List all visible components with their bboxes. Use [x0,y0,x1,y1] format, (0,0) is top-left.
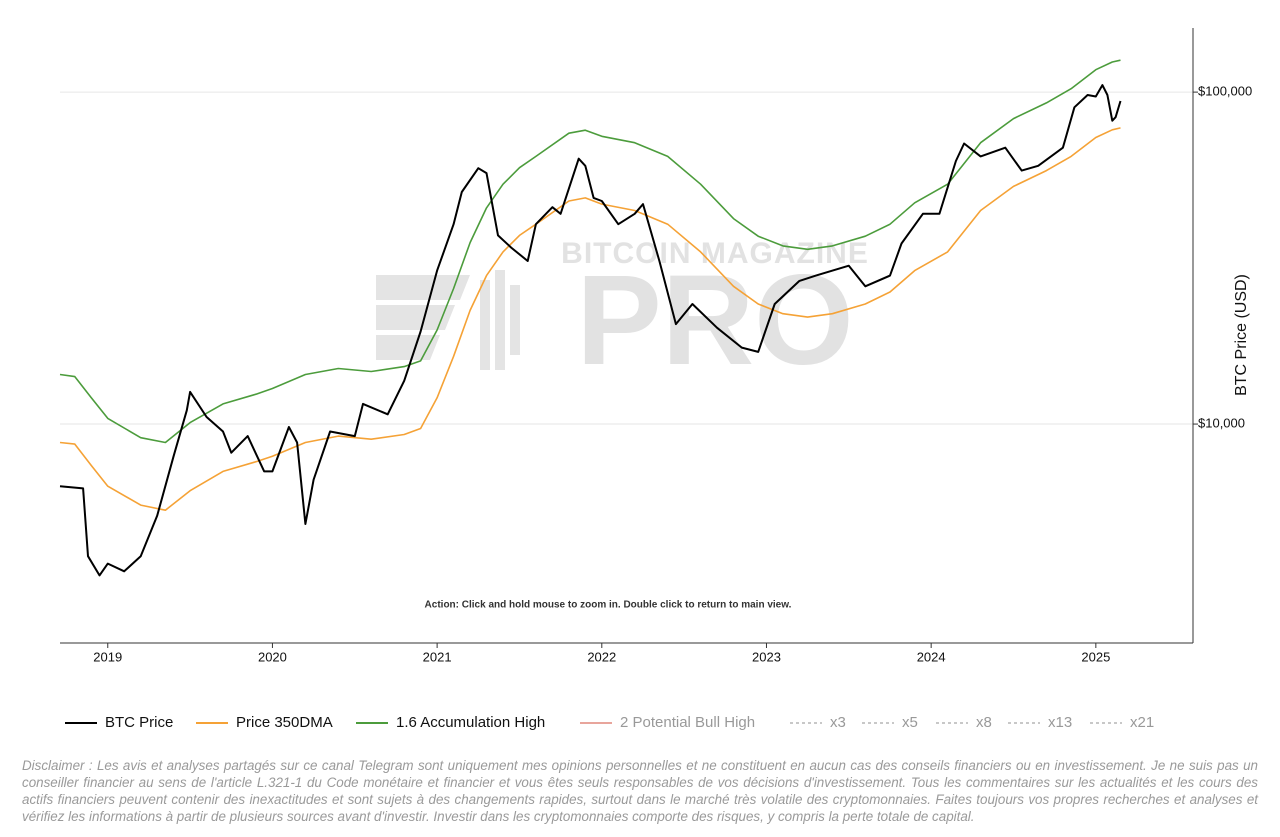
watermark-pro: PRO [576,249,853,392]
y-tick-label: $100,000 [1198,84,1252,99]
x-tick-label: 2021 [423,649,452,664]
legend-label: Price 350DMA [236,714,333,731]
legend-label: x5 [902,714,918,731]
annotation: Action: Click and hold mouse to zoom in.… [425,600,792,611]
x-tick-label: 2022 [587,649,616,664]
disclaimer: Disclaimer : Les avis et analyses partag… [22,758,1258,824]
legend-label: x21 [1130,714,1154,731]
legend-label: x13 [1048,714,1072,731]
legend-label: 1.6 Accumulation High [396,714,545,731]
watermark-title: BITCOIN MAGAZINE [561,237,869,270]
series-line [59,59,1121,444]
x-tick-label: 2023 [752,649,781,664]
legend-label: x8 [976,714,992,731]
legend-label: x3 [830,714,846,731]
series-line [59,84,1122,577]
y-axis-title: BTC Price (USD) [1233,274,1250,396]
series-line [59,127,1121,511]
x-tick-label: 2024 [917,649,946,664]
legend-label: BTC Price [105,714,173,731]
x-tick-label: 2019 [93,649,122,664]
x-tick-label: 2020 [258,649,287,664]
y-tick-label: $10,000 [1198,415,1245,430]
legend-label: 2 Potential Bull High [620,714,755,731]
watermark-logo [376,270,520,370]
chart: BITCOIN MAGAZINE PRO BTC Price (USD) Act… [59,28,1252,731]
x-tick-label: 2025 [1081,649,1110,664]
